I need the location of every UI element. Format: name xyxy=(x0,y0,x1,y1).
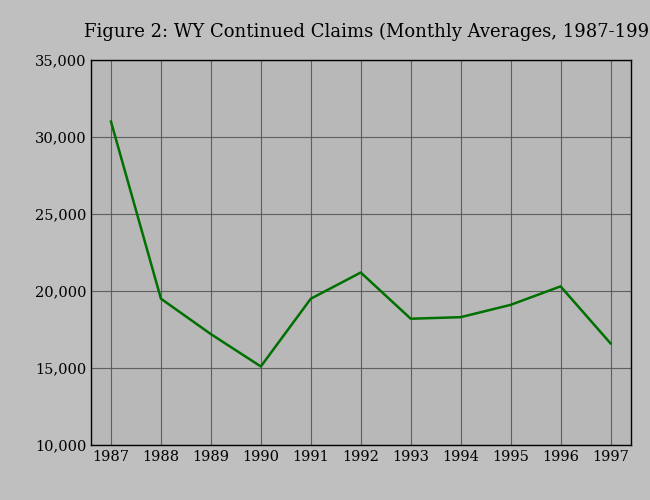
Text: Figure 2: WY Continued Claims (Monthly Averages, 1987-1997): Figure 2: WY Continued Claims (Monthly A… xyxy=(84,22,650,41)
